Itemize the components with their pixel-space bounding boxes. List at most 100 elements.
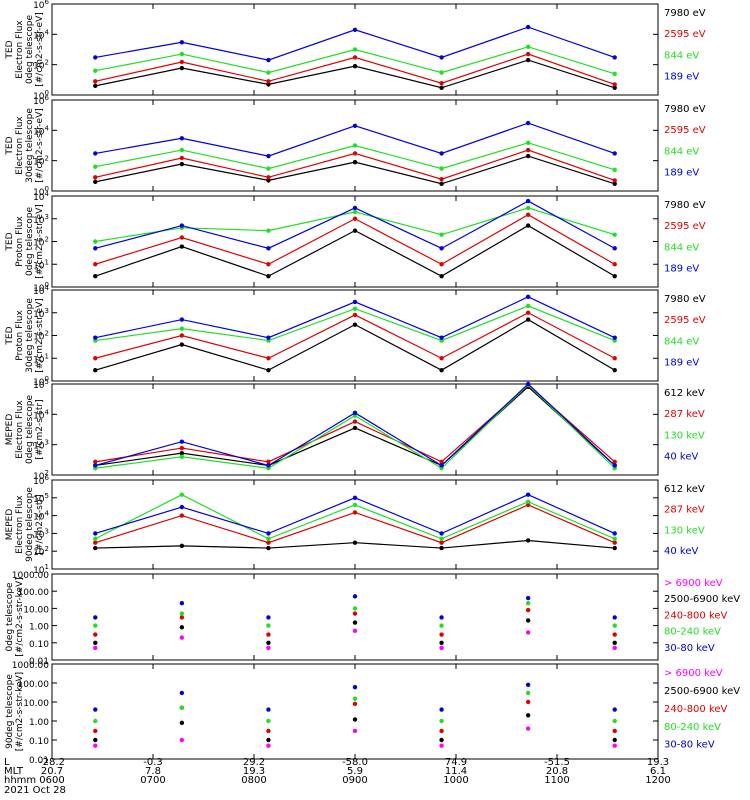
y-tick-label: 100 (33, 281, 49, 294)
data-point (93, 68, 98, 73)
data-point (439, 743, 444, 748)
data-point (266, 57, 271, 63)
y-tick-label: 1.00 (29, 718, 49, 728)
legend-entry: > 6900 keV (664, 578, 723, 589)
data-point (179, 705, 185, 710)
y-tick-label: 0.01 (29, 756, 49, 766)
panel-8: 1000.00 100.00 10.00 1.00 0.10 0.01 90deg tele… (5, 661, 740, 766)
data-point (266, 335, 271, 340)
y-tick-label: 106 (33, 474, 49, 487)
data-point (525, 147, 531, 153)
data-point (266, 640, 271, 645)
data-point (179, 635, 185, 640)
legend-entry: 40 keV (664, 546, 698, 557)
data-point (352, 510, 358, 515)
data-point (352, 419, 358, 424)
footer-value: 20.7 (41, 766, 63, 777)
data-point (179, 439, 185, 444)
data-point (352, 159, 358, 165)
data-point (352, 209, 358, 215)
legend-entry: 612 keV (664, 484, 705, 495)
data-point (439, 737, 444, 743)
data-point (179, 492, 185, 497)
y-tick-label: 106 (33, 0, 49, 11)
y-tick-label: 100.00 (18, 680, 50, 690)
data-point (93, 79, 98, 84)
data-point (612, 335, 617, 340)
legend-entry: 7980 eV (664, 294, 706, 305)
data-point (439, 181, 444, 186)
data-point (266, 82, 271, 87)
data-point (525, 607, 531, 613)
data-point (93, 55, 98, 60)
data-point (266, 536, 271, 541)
legend-entry: 189 eV (664, 167, 699, 178)
data-point (612, 356, 617, 361)
legend-entry: 2595 eV (664, 125, 706, 136)
data-point (266, 632, 271, 637)
legend-entry: 844 eV (664, 146, 699, 157)
data-point (525, 502, 531, 508)
y-axis-label: MEPEDElectron Flux0deg telescope[#/cm2-s… (5, 395, 45, 465)
y-tick-label: 102 (33, 545, 49, 558)
y-tick-label: 102 (33, 59, 49, 72)
data-point (179, 235, 185, 240)
data-point (93, 623, 98, 628)
data-point (439, 176, 444, 182)
y-tick-label: 10.00 (23, 699, 49, 709)
data-point (266, 540, 271, 545)
data-point (352, 143, 358, 148)
y-axis-label: TEDElectron Flux0deg telescope[#/cm2-s-s… (5, 12, 45, 87)
legend-entry: 612 keV (664, 388, 705, 399)
data-point (352, 502, 358, 508)
data-point (612, 540, 617, 545)
data-point (439, 463, 444, 468)
data-point (352, 620, 358, 625)
y-tick-label: 104 (33, 124, 49, 137)
data-point (179, 445, 185, 451)
series-line-1 (95, 318, 616, 371)
legend-entry: 80-240 keV (664, 627, 721, 638)
data-point (612, 718, 617, 724)
y-tick-label: 100 (33, 185, 49, 198)
footer-value: 0600 (39, 775, 64, 786)
series-line-1 (95, 224, 616, 277)
data-point (612, 536, 617, 541)
plot-frame (51, 663, 659, 760)
data-point (93, 737, 98, 743)
data-point (612, 728, 617, 734)
data-point (525, 57, 531, 63)
data-point (179, 333, 185, 338)
data-point (93, 743, 98, 748)
legend-entry: 844 eV (664, 50, 699, 61)
data-point (525, 601, 531, 606)
data-point (179, 147, 185, 153)
data-point (179, 454, 185, 459)
data-point (93, 540, 98, 545)
panel-2: 106 104 102 100 TEDElectron Flux30deg telesc… (5, 94, 706, 198)
footer-value: 5.9 (347, 766, 363, 777)
legend-entry: 189 eV (664, 71, 699, 82)
data-point (352, 717, 358, 722)
data-point (93, 273, 98, 279)
legend-entry: 7980 eV (664, 200, 706, 211)
data-point (439, 85, 444, 90)
data-point (439, 545, 444, 551)
panel-1: 106 104 102 100 TEDElectron Flux0deg telesco… (5, 0, 706, 102)
data-point (266, 228, 271, 233)
y-tick-label: 1000.00 (12, 661, 49, 671)
data-point (612, 151, 617, 156)
y-tick-label: 105 (33, 492, 49, 505)
data-point (266, 463, 271, 468)
data-point (179, 244, 185, 249)
legend-entry: 30-80 keV (664, 740, 715, 751)
y-tick-label: 100.00 (18, 588, 50, 598)
data-point (93, 545, 98, 551)
data-point (439, 273, 444, 279)
data-point (93, 531, 98, 536)
data-point (439, 632, 444, 637)
y-axis-label: 0deg telescope[#/cm2-s-str-keV] (5, 577, 25, 656)
legend-entry: 2595 eV (664, 221, 706, 232)
data-point (612, 273, 617, 279)
